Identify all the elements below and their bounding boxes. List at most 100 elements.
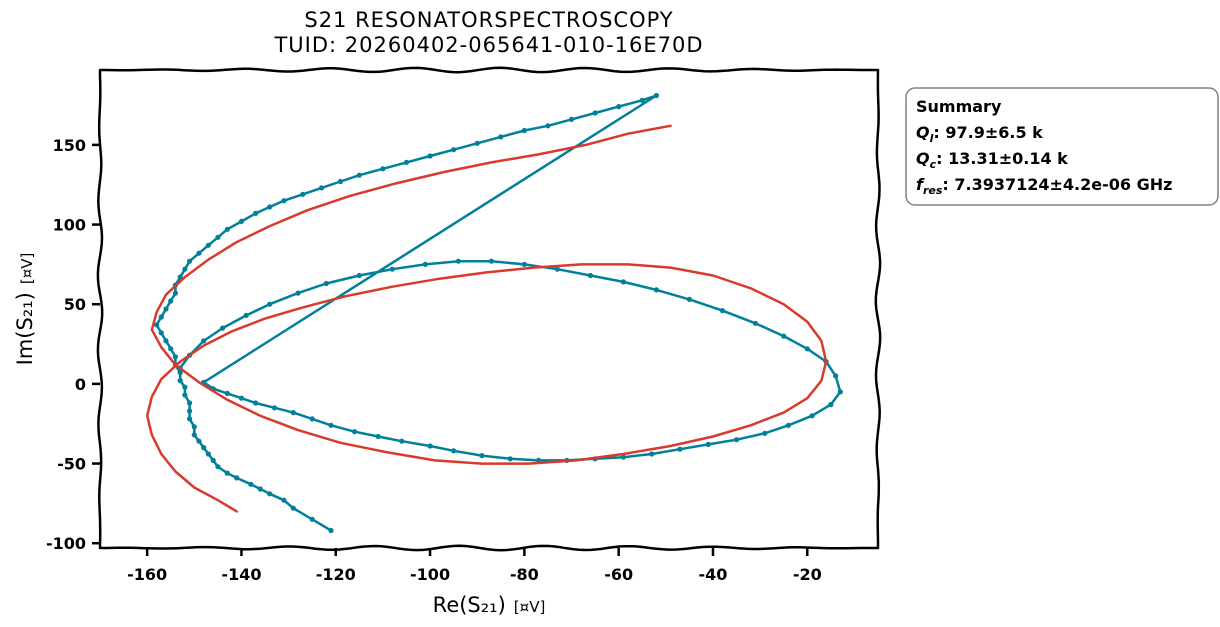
y-axis-label-main: Im(S₂₁) — [13, 292, 37, 365]
series-data-point — [653, 92, 660, 99]
legend-entry-value: : 13.31±0.14 k — [936, 149, 1068, 168]
legend-entry-value: : 7.3937124±4.2e-06 GHz — [942, 175, 1172, 194]
summary-legend: Summary Ql: 97.9±6.5 kQc: 13.31±0.14 kfr… — [905, 87, 1219, 206]
series-data-point — [177, 274, 183, 280]
series-data-point — [210, 457, 216, 463]
y-tick-label: 50 — [64, 295, 86, 314]
series-data-point — [352, 429, 358, 435]
series-data-point — [158, 314, 164, 320]
series-data-point — [201, 338, 207, 344]
x-tick-label: -40 — [699, 565, 728, 584]
legend-entry: fres: 7.3937124±4.2e-06 GHz — [916, 175, 1172, 197]
series-data-point — [281, 497, 287, 503]
series-data-point — [705, 441, 711, 447]
series-data-point — [295, 290, 301, 296]
series-data-point — [168, 346, 174, 352]
series-data-point — [187, 258, 193, 264]
series-data-point — [356, 172, 362, 178]
series-data-point — [521, 127, 528, 134]
x-tick-label: -160 — [127, 565, 167, 584]
series-data-point — [224, 226, 230, 232]
series-data-point — [172, 290, 178, 296]
series-data-point — [521, 261, 528, 267]
series-data-point — [163, 306, 169, 312]
series-data-point — [375, 433, 381, 440]
series-data-point — [187, 416, 193, 422]
y-tick-label: 0 — [75, 375, 86, 394]
series-data-point — [474, 140, 480, 146]
series-data-point — [187, 408, 193, 414]
series-data-point — [290, 505, 296, 511]
series-data-point — [498, 134, 504, 140]
series-data-point — [592, 110, 598, 116]
x-tick-label: -60 — [604, 565, 633, 584]
series-data-point — [389, 266, 395, 272]
series-data-point — [238, 395, 245, 401]
y-tick-label: -50 — [57, 455, 86, 474]
series-data-point — [828, 402, 834, 408]
series-data-point — [809, 413, 815, 419]
x-axis-label-unit: [¤V] — [514, 598, 546, 616]
series-data-point — [479, 453, 485, 459]
series-data-point — [639, 97, 645, 103]
series-data-point — [196, 438, 202, 444]
x-axis-label-main: Re(S₂₁) — [433, 593, 506, 617]
y-tick-label: 100 — [53, 216, 86, 235]
chart-subtitle: TUID: 20260402-065641-010-16e70d — [273, 33, 703, 57]
series-data-point — [677, 446, 683, 452]
legend-entry-symbol: f — [916, 175, 925, 194]
series-data-point — [762, 430, 768, 436]
series-data-point — [719, 308, 726, 314]
series-data-point — [267, 301, 273, 307]
x-tick-label: -140 — [221, 565, 261, 584]
legend-entry-subscript: c — [930, 158, 937, 171]
series-data-point — [191, 432, 197, 438]
series-data-point — [238, 218, 245, 224]
y-axis-label: Im(S₂₁) [¤V] — [13, 253, 37, 366]
series-data-point — [309, 516, 315, 522]
series-data-point — [248, 481, 254, 487]
series-data-point — [616, 104, 622, 110]
series-data-point — [243, 312, 249, 318]
series-data-point — [568, 116, 575, 122]
series-data-point — [451, 448, 457, 454]
series-data-point — [455, 258, 461, 264]
y-tick-label: -100 — [46, 534, 86, 553]
series-data-point — [587, 272, 594, 279]
series-data-point — [177, 370, 183, 376]
series-data-point — [191, 424, 197, 430]
series-data-point — [422, 261, 428, 267]
series-data-point — [290, 410, 296, 416]
series-data-point — [253, 400, 259, 406]
legend-entry-symbol: Q — [916, 149, 930, 168]
series-data-point — [187, 400, 193, 406]
series-data-point — [653, 287, 660, 293]
series-data-point — [620, 454, 627, 460]
series-data-point — [267, 204, 273, 210]
series-data-point — [215, 234, 221, 240]
series-data-point — [837, 389, 843, 395]
legend-entry-symbol: Q — [916, 123, 930, 142]
series-data-point — [177, 378, 183, 384]
series-data-point — [507, 456, 513, 462]
series-data-point — [158, 330, 164, 336]
series-data-point — [182, 266, 188, 272]
series-data-point — [328, 422, 334, 428]
series-data-point — [380, 166, 386, 172]
x-tick-label: -100 — [410, 565, 450, 584]
series-data-point — [319, 185, 325, 191]
chart-title: S21 ResonatorSpectroscopy — [304, 8, 673, 32]
x-tick-label: -120 — [316, 565, 356, 584]
series-data-point — [220, 325, 226, 331]
series-data-point — [781, 333, 787, 339]
series-data-point — [205, 451, 211, 457]
x-axis-ticks: -160 -140 -120 -100 -80 -60 -40 -20 — [127, 548, 822, 584]
series-data-point — [328, 527, 334, 534]
x-tick-label: -20 — [793, 565, 822, 584]
series-data-point — [300, 191, 306, 197]
series-data-point — [196, 250, 202, 256]
series-data-point — [257, 486, 263, 492]
series-data-point — [267, 491, 273, 497]
series-data-point — [785, 422, 792, 428]
